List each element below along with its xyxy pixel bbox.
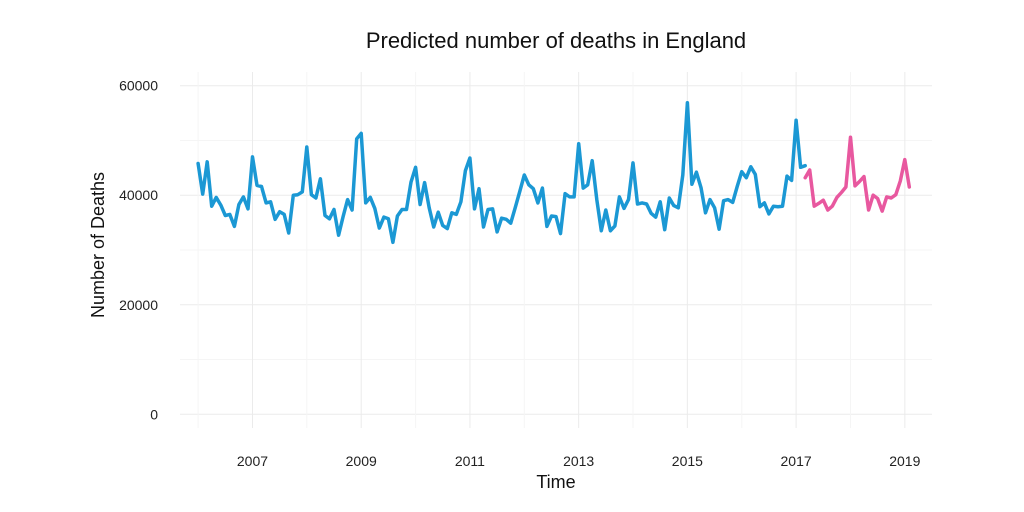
y-tick-label: 60000 bbox=[119, 78, 158, 94]
x-tick-label: 2009 bbox=[346, 453, 377, 469]
y-tick-label: 0 bbox=[150, 406, 158, 422]
x-tick-label: 2013 bbox=[563, 453, 594, 469]
x-tick-label: 2017 bbox=[781, 453, 812, 469]
x-tick-label: 2011 bbox=[455, 453, 485, 469]
chart-title: Predicted number of deaths in England bbox=[366, 28, 746, 53]
x-tick-label: 2007 bbox=[237, 453, 268, 469]
x-axis-tick-labels: 2007 2009 2011 2013 2015 2017 2019 bbox=[237, 453, 921, 469]
y-tick-label: 40000 bbox=[119, 187, 158, 203]
series-lines bbox=[196, 100, 912, 245]
y-axis-tick-labels: 0 20000 40000 60000 bbox=[119, 78, 158, 423]
y-axis-title: Number of Deaths bbox=[88, 172, 108, 318]
grid bbox=[180, 72, 932, 428]
x-tick-label: 2015 bbox=[672, 453, 703, 469]
x-tick-label: 2019 bbox=[889, 453, 920, 469]
x-axis-title: Time bbox=[536, 472, 575, 492]
y-tick-label: 20000 bbox=[119, 297, 158, 313]
observed-series-line bbox=[196, 100, 807, 245]
predicted-series-line bbox=[803, 135, 912, 213]
